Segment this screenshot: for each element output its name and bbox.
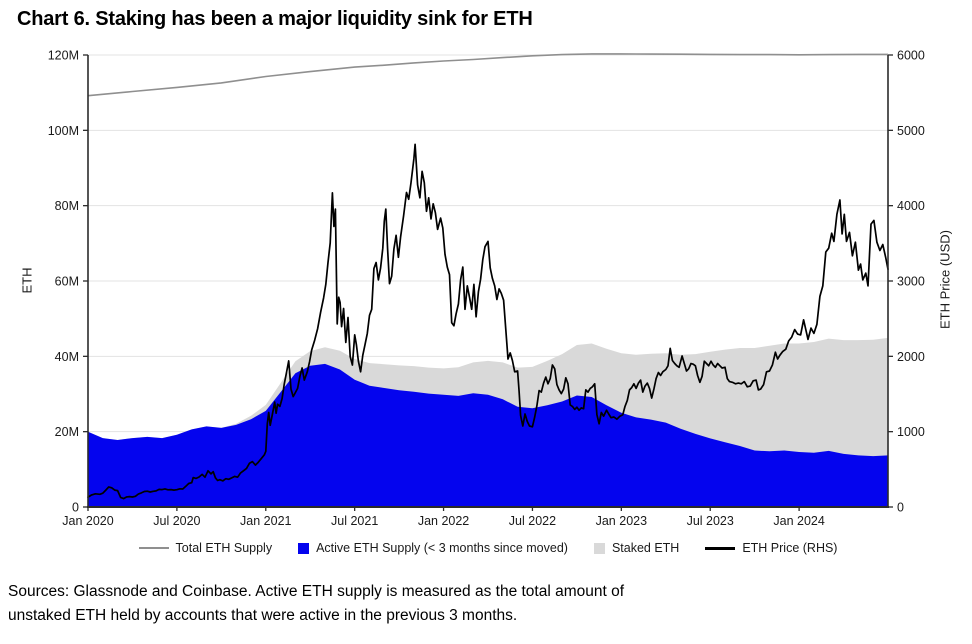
legend-item-eth-price: ETH Price (RHS) [705, 541, 837, 555]
active-eth-area [88, 363, 888, 507]
y-right-tick-label: 6000 [897, 49, 925, 63]
right-axis-title: ETH Price (USD) [937, 230, 953, 329]
sources-note: Sources: Glassnode and Coinbase. Active … [8, 580, 768, 628]
y-right-tick-label: 2000 [897, 350, 925, 364]
eth-price-line [87, 143, 889, 500]
x-tick-label: Jul 2022 [509, 514, 556, 528]
y-left-tick-label: 120M [48, 49, 79, 63]
y-right-tick-label: 1000 [897, 425, 925, 439]
x-tick-label: Jan 2021 [240, 514, 291, 528]
x-tick-label: Jan 2024 [773, 514, 824, 528]
legend-item-active-supply: Active ETH Supply (< 3 months since move… [298, 541, 568, 555]
x-axis: Jan 2020 Jul 2020 Jan 2021 Jul 2021 Jan 2022… [62, 507, 825, 528]
x-tick-label: Jul 2023 [687, 514, 734, 528]
legend-label-active-supply: Active ETH Supply (< 3 months since move… [316, 541, 568, 555]
legend-label-staked-eth: Staked ETH [611, 541, 680, 555]
x-tick-label: Jan 2023 [596, 514, 647, 528]
legend-label-eth-price: ETH Price (RHS) [742, 541, 838, 555]
sources-line-1: Sources: Glassnode and Coinbase. Active … [8, 583, 625, 600]
y-right-tick-label: 3000 [897, 275, 925, 289]
y-axis-right: 0 1000 2000 3000 4000 5000 6000 [888, 49, 925, 515]
x-tick-label: Jul 2020 [153, 514, 200, 528]
legend-item-staked-eth: Staked ETH [593, 541, 680, 555]
x-tick-label: Jan 2020 [62, 514, 113, 528]
chart-area: 0 20M 40M 60M 80M 100M 120M 0 1000 2000 3000 4000 50… [19, 49, 953, 556]
eth-price-line-swatch-icon [705, 546, 736, 550]
chart-canvas: 0 20M 40M 60M 80M 100M 120M 0 1000 2000 3000 4000 50… [48, 49, 925, 529]
y-left-tick-label: 0 [72, 501, 79, 515]
active-supply-square-swatch-icon [298, 542, 310, 554]
y-axis-left: 0 20M 40M 60M 80M 100M 120M [48, 49, 88, 515]
chart-title: Chart 6. Staking has been a major liquid… [17, 8, 533, 30]
x-tick-label: Jul 2021 [331, 514, 378, 528]
left-axis-title: ETH [19, 267, 35, 294]
x-tick-label: Jan 2022 [418, 514, 469, 528]
total-eth-supply-line [87, 53, 888, 97]
y-right-tick-label: 4000 [897, 199, 925, 213]
total-supply-line-swatch-icon [138, 547, 169, 549]
legend: Total ETH Supply Active ETH Supply (< 3 … [88, 541, 888, 555]
y-left-tick-label: 100M [48, 124, 79, 138]
y-left-tick-label: 80M [55, 199, 79, 213]
legend-label-total-supply: Total ETH Supply [175, 541, 273, 555]
staked-eth-square-swatch-icon [593, 542, 605, 554]
legend-item-total-supply: Total ETH Supply [138, 541, 273, 555]
supply-areas [88, 337, 888, 507]
sources-line-2: unstaked ETH held by accounts that were … [8, 607, 518, 625]
y-left-tick-label: 20M [55, 425, 79, 439]
y-left-tick-label: 40M [55, 350, 79, 364]
y-right-tick-label: 0 [897, 501, 904, 515]
y-left-tick-label: 60M [55, 275, 79, 289]
y-right-tick-label: 5000 [897, 124, 925, 138]
